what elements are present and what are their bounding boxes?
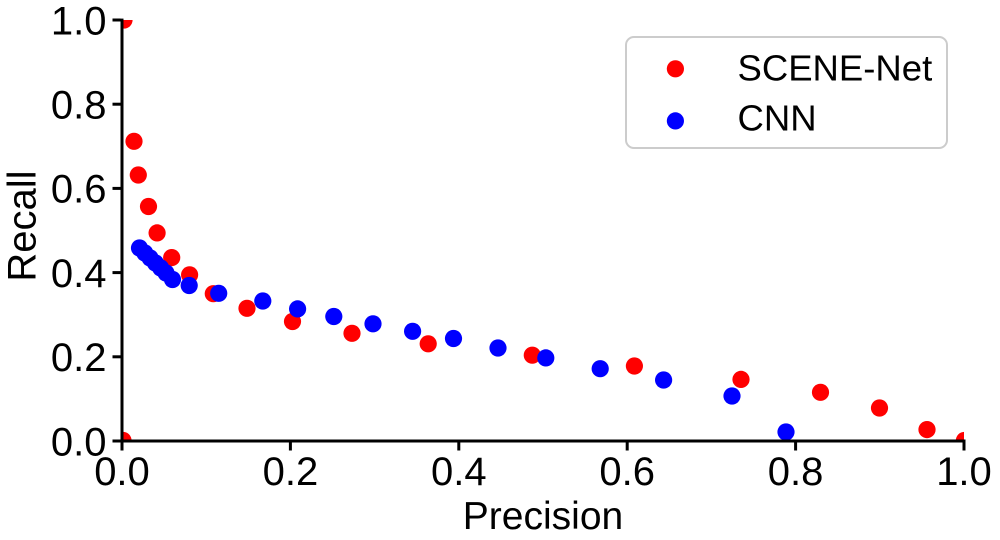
svg-text:SCENE-Net: SCENE-Net: [738, 48, 933, 89]
svg-text:0.4: 0.4: [431, 450, 487, 494]
svg-text:0.8: 0.8: [768, 450, 824, 494]
svg-text:0.6: 0.6: [51, 168, 107, 212]
svg-text:0.0: 0.0: [94, 450, 150, 494]
svg-text:1.0: 1.0: [936, 450, 992, 494]
svg-text:0.6: 0.6: [599, 450, 655, 494]
svg-text:CNN: CNN: [738, 97, 817, 138]
svg-text:0.4: 0.4: [51, 252, 107, 296]
svg-text:0.0: 0.0: [51, 420, 107, 464]
svg-text:0.8: 0.8: [51, 84, 107, 128]
svg-text:1.0: 1.0: [51, 0, 107, 43]
svg-text:Recall: Recall: [1, 170, 45, 281]
svg-text:0.2: 0.2: [263, 450, 319, 494]
svg-text:0.2: 0.2: [51, 336, 107, 380]
svg-text:Precision: Precision: [463, 495, 623, 535]
